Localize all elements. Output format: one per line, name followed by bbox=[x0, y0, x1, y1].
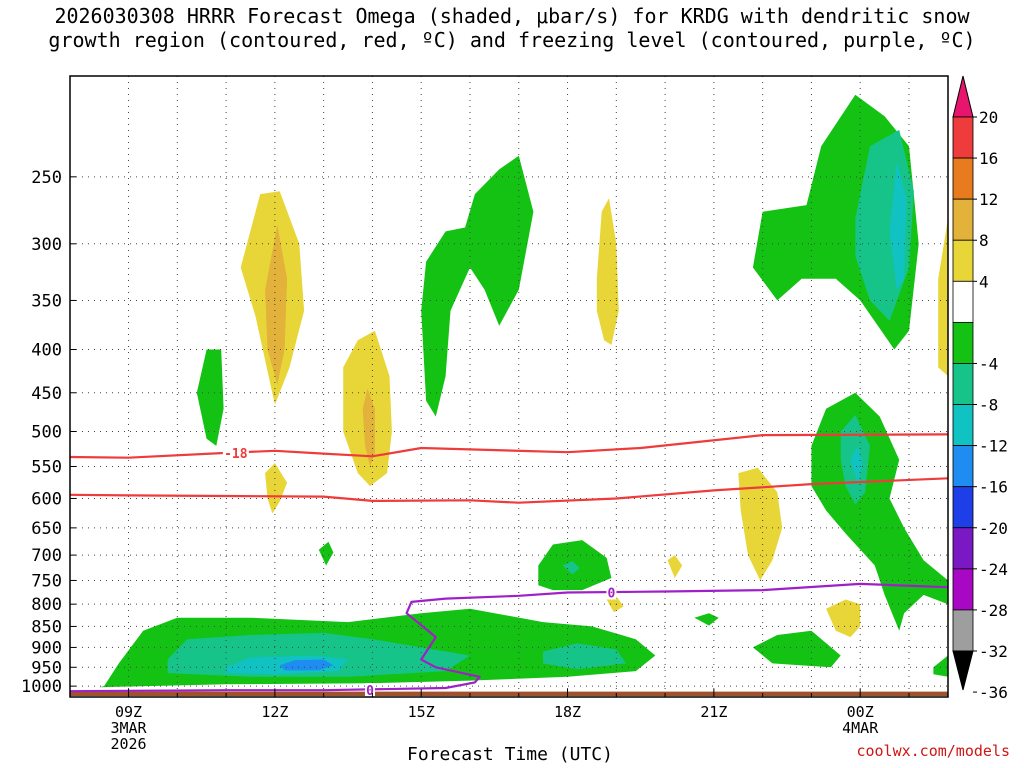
colorbar-label: -20 bbox=[979, 519, 1008, 538]
contour-label-bg bbox=[222, 445, 249, 460]
ascent-area bbox=[421, 155, 534, 417]
colorbar-label: 8 bbox=[979, 231, 989, 250]
y-tick-label: 400 bbox=[31, 341, 62, 361]
y-tick-label: 600 bbox=[31, 489, 62, 509]
descent-area bbox=[606, 596, 624, 613]
y-tick-label: 1000 bbox=[21, 677, 62, 697]
colorbar-label: 20 bbox=[979, 108, 998, 127]
descent-area bbox=[265, 463, 288, 514]
descent-area bbox=[667, 555, 683, 578]
y-tick-label: 450 bbox=[31, 384, 62, 404]
colorbar-label: -12 bbox=[979, 437, 1008, 456]
ascent-area bbox=[694, 613, 719, 626]
descent-core bbox=[265, 225, 288, 385]
colorbar-label: -36 bbox=[979, 683, 1008, 702]
ascent-area bbox=[752, 630, 841, 668]
descent-core bbox=[362, 388, 375, 467]
colorbar-segment bbox=[952, 239, 974, 282]
colorbar-segment bbox=[952, 568, 974, 611]
ascent-mid bbox=[562, 561, 580, 575]
x-axis-label: Forecast Time (UTC) bbox=[407, 744, 613, 765]
colorbar-segment bbox=[952, 527, 974, 570]
colorbar-segment bbox=[952, 157, 974, 200]
grid-layer bbox=[70, 76, 948, 697]
y-tick-label: 650 bbox=[31, 519, 62, 539]
plot-frame bbox=[69, 75, 949, 698]
ascent-mid bbox=[543, 643, 627, 670]
ascent-area bbox=[811, 392, 948, 631]
x-tick-label: 15Z bbox=[408, 703, 435, 721]
source-credit: coolwx.com/models bbox=[856, 742, 1010, 760]
descent-area bbox=[938, 218, 948, 377]
x-tick-label: 12Z bbox=[261, 703, 288, 721]
colorbar-label: 16 bbox=[979, 149, 998, 168]
colorbar-label: -32 bbox=[979, 642, 1008, 661]
contour-layer: -18 0 0 bbox=[69, 433, 949, 699]
y-tick-label: 750 bbox=[31, 571, 62, 591]
colorbar-segment bbox=[952, 280, 974, 323]
colorbar: 20 16 12 8 4 -4 -8 -12 -16 -20 -24 -28 -32 -36 bbox=[952, 75, 1008, 702]
freezing-label-bg bbox=[606, 585, 617, 600]
y-tick-label: 300 bbox=[31, 235, 62, 255]
y-tick-label: 550 bbox=[31, 457, 62, 477]
ascent-strong bbox=[850, 445, 863, 483]
freezing-level-label-1: 0 bbox=[608, 586, 616, 601]
ascent-area bbox=[318, 541, 334, 566]
colorbar-segment bbox=[952, 321, 974, 364]
colorbar-segment bbox=[952, 198, 974, 241]
dgz-contour-1 bbox=[69, 433, 949, 459]
ascent-area bbox=[196, 349, 224, 446]
colorbar-segment bbox=[952, 486, 974, 529]
y-tick-label: 350 bbox=[31, 291, 62, 311]
x-tick-label: 3MAR bbox=[110, 719, 147, 737]
title-line-1: 2026030308 HRRR Forecast Omega (shaded, … bbox=[54, 4, 970, 28]
x-tick-label: 18Z bbox=[554, 703, 581, 721]
colorbar-segment bbox=[952, 609, 974, 652]
y-tick-label: 850 bbox=[31, 617, 62, 637]
x-tick-label: 00Z bbox=[847, 703, 874, 721]
y-tick-label: 950 bbox=[31, 658, 62, 678]
x-tick-label: 4MAR bbox=[842, 719, 879, 737]
colorbar-label: -16 bbox=[979, 478, 1008, 497]
title-line-2: growth region (contoured, red, ºC) and f… bbox=[48, 28, 976, 52]
colorbar-label: -28 bbox=[979, 601, 1008, 620]
colorbar-label: -24 bbox=[979, 560, 1008, 579]
descent-area bbox=[738, 467, 783, 581]
omega-shading-layer bbox=[70, 94, 948, 696]
colorbar-label: -4 bbox=[979, 354, 998, 373]
x-tick-label: 21Z bbox=[700, 703, 727, 721]
colorbar-segment bbox=[952, 445, 974, 488]
y-tick-label: 250 bbox=[31, 168, 62, 188]
chart-title: 2026030308 HRRR Forecast Omega (shaded, … bbox=[0, 4, 1024, 52]
colorbar-top-triangle bbox=[952, 75, 974, 118]
descent-area bbox=[826, 599, 861, 638]
y-tick-label: 700 bbox=[31, 546, 62, 566]
ascent-strong bbox=[889, 161, 907, 290]
freezing-label-bg bbox=[364, 683, 375, 698]
dgz-contour-2 bbox=[69, 477, 949, 504]
colorbar-label: 12 bbox=[979, 190, 998, 209]
ground-surface bbox=[70, 691, 948, 696]
x-tick-label: 2026 bbox=[110, 735, 146, 753]
descent-area bbox=[596, 198, 619, 345]
dgz-contour-label: -18 bbox=[224, 447, 248, 462]
colorbar-segment bbox=[952, 404, 974, 447]
ascent-strongest bbox=[279, 659, 334, 671]
y-tick-label: 800 bbox=[31, 595, 62, 615]
colorbar-label: 4 bbox=[979, 272, 989, 291]
freezing-level-label-2: 0 bbox=[366, 684, 374, 699]
colorbar-bottom-triangle bbox=[952, 650, 974, 691]
colorbar-segment bbox=[952, 116, 974, 159]
colorbar-label: -8 bbox=[979, 396, 998, 415]
colorbar-segment bbox=[952, 363, 974, 405]
y-tick-label: 500 bbox=[31, 422, 62, 442]
ascent-area bbox=[933, 655, 948, 677]
x-tick-label: 09Z bbox=[115, 703, 142, 721]
axes-layer: 2503003504004505005506006507007508008509… bbox=[21, 75, 949, 753]
freezing-level-contour bbox=[69, 582, 949, 693]
y-tick-label: 900 bbox=[31, 638, 62, 658]
